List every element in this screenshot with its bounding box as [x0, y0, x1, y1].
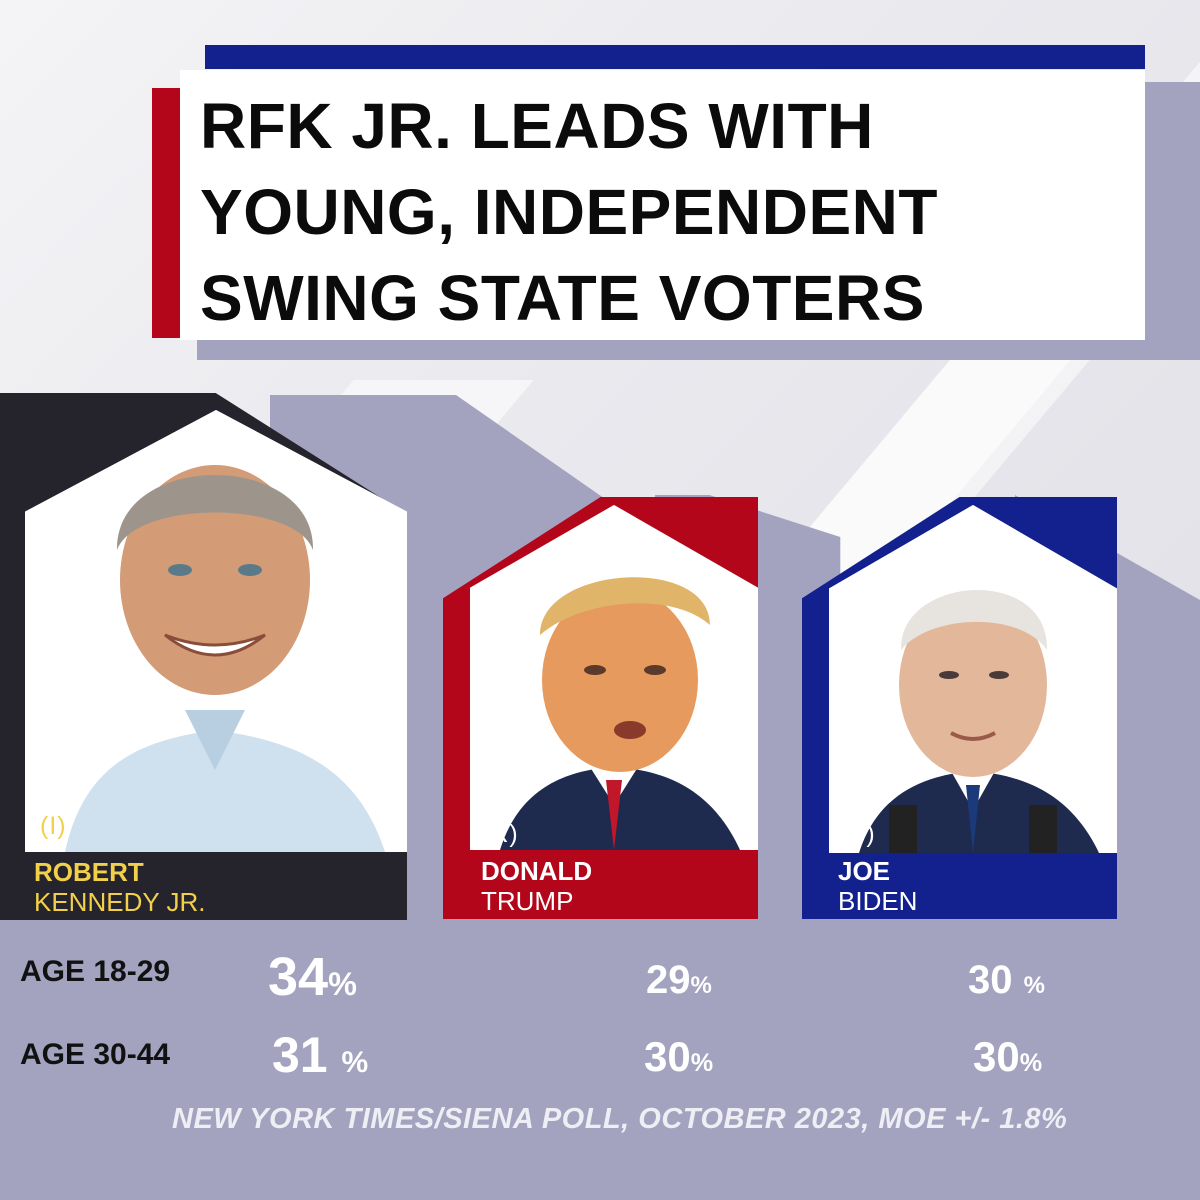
percent-number: 34	[268, 947, 329, 1007]
kennedy-party: (I)	[40, 812, 67, 840]
percent-sign: %	[1023, 972, 1045, 999]
kennedy-name-bar	[0, 852, 407, 920]
biden-first-name: JOE	[838, 856, 891, 886]
kennedy-name: ROBERT KENNEDY JR.	[34, 857, 205, 917]
trump-first-name: DONALD	[481, 856, 593, 886]
biden-last-name: BIDEN	[838, 886, 918, 916]
trump-photo	[470, 505, 758, 850]
biden-photo	[829, 505, 1117, 853]
age-group-label: AGE 30-44	[20, 1038, 171, 1071]
trump-portrait-image	[470, 505, 758, 850]
biden-portrait-image	[829, 505, 1117, 853]
biden-name-bar	[802, 853, 1117, 919]
trump-name-bar	[443, 850, 758, 919]
headline-line-3: SWING STATE VOTERS	[200, 262, 925, 334]
percent-number: 30	[973, 1033, 1020, 1080]
percent-sign: %	[690, 1049, 714, 1077]
title-red-bar	[152, 88, 180, 338]
biden-18-29-value: 30 %	[968, 958, 1045, 1003]
background-fill	[758, 540, 803, 920]
kennedy-30-44-value: 31 %	[272, 1026, 368, 1084]
kennedy-portrait-image	[25, 410, 407, 852]
kennedy-photo	[25, 410, 407, 852]
trump-18-29-value: 29%	[646, 958, 712, 1003]
percent-sign: %	[1019, 1049, 1043, 1077]
headline: RFK JR. LEADS WITH YOUNG, INDEPENDENT SW…	[200, 83, 1130, 341]
title-blue-bar	[205, 45, 1145, 69]
percent-number: 31	[272, 1027, 328, 1083]
percent-sign: %	[328, 966, 357, 1002]
age-group-label: AGE 18-29	[20, 955, 171, 988]
percent-sign: %	[690, 972, 712, 999]
biden-30-44-value: 30%	[973, 1033, 1042, 1081]
headline-line-1: RFK JR. LEADS WITH	[200, 90, 874, 162]
kennedy-18-29-value: 34%	[268, 946, 357, 1008]
percent-number: 30	[968, 958, 1013, 1002]
kennedy-last-name: KENNEDY JR.	[34, 887, 206, 917]
percent-sign: %	[341, 1046, 369, 1079]
title-box	[180, 70, 1145, 340]
stats-panel	[0, 910, 1200, 1200]
trump-30-44-value: 30%	[644, 1033, 713, 1081]
trump-last-name: TRUMP	[481, 886, 574, 916]
percent-number: 30	[644, 1033, 691, 1080]
percent-number: 29	[646, 958, 691, 1002]
kennedy-first-name: ROBERT	[34, 857, 144, 887]
source-note: NEW YORK TIMES/SIENA POLL, OCTOBER 2023,…	[172, 1103, 1068, 1135]
trump-name: DONALD TRUMP	[481, 856, 592, 916]
background-fill	[407, 520, 447, 920]
biden-name: JOE BIDEN	[838, 856, 917, 916]
biden-party: (D)	[838, 820, 876, 848]
headline-line-2: YOUNG, INDEPENDENT	[200, 176, 938, 248]
trump-party: (R)	[481, 820, 519, 848]
